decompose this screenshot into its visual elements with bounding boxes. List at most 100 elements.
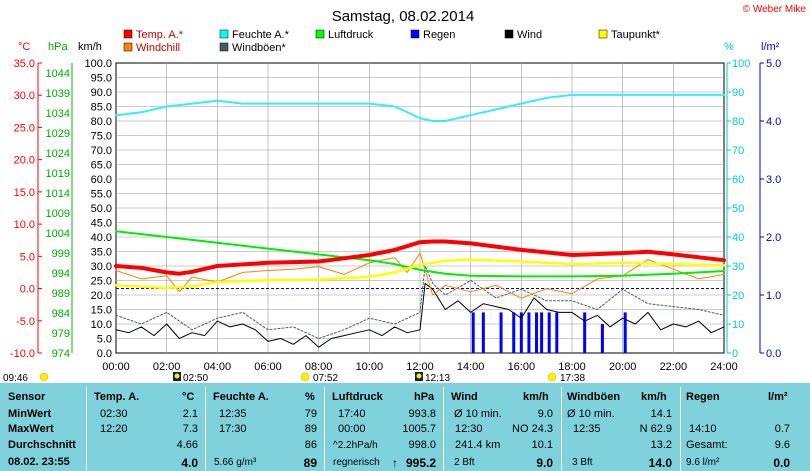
legend-label: Windböen* — [232, 42, 287, 54]
temp-tick-label: 25.0 — [14, 122, 35, 134]
rain-bar — [471, 312, 475, 353]
moon-time-label: 02:50 — [183, 373, 208, 383]
time-tick-label: 22:00 — [660, 361, 688, 373]
time-tick-label: 16:00 — [508, 361, 536, 373]
temp-current-value: 4.0 — [181, 456, 198, 470]
rain-tick-label: 2.0 — [766, 232, 781, 244]
press-header: Luftdruck — [332, 391, 383, 403]
sun-icon — [39, 372, 49, 382]
hpa-tick-label: 989 — [52, 288, 70, 300]
kmh-tick-label: 5.0 — [97, 334, 112, 346]
temp-tick-label: -5.0 — [16, 316, 35, 328]
row-label-max: MaxWert — [8, 423, 54, 435]
hum-min-time: 12:35 — [219, 408, 247, 420]
kmh-tick-label: 55.0 — [91, 189, 112, 201]
kmh-tick-label: 95.0 — [91, 73, 112, 85]
kmh-tick-label: 80.0 — [91, 116, 112, 128]
rain-tick-label: 0.0 — [766, 348, 781, 360]
stats-separator — [680, 387, 681, 471]
axis-units: °C hPa km/h % l/m² — [18, 41, 780, 53]
kmh-tick-label: 30.0 — [91, 261, 112, 273]
hum-avg-value: 86 — [304, 439, 317, 451]
wind-header: Wind — [451, 391, 478, 403]
stats-separator — [561, 387, 562, 471]
wind-avg10-value: 9.0 — [537, 408, 553, 420]
rain-bar — [623, 312, 627, 353]
temp-avg-value: 4.66 — [176, 439, 198, 451]
gust-avg-value: 13.2 — [650, 439, 672, 451]
wind-bft: 2 Bft — [454, 457, 475, 468]
series — [114, 93, 726, 353]
legend-swatch — [504, 29, 514, 39]
rain-bar — [547, 312, 551, 353]
temp-max-value: 7.3 — [182, 423, 198, 435]
sun-icon — [547, 372, 557, 382]
legend-swatch — [123, 42, 133, 52]
temp-unit: °C — [182, 391, 195, 403]
legend-swatch — [123, 29, 133, 39]
time-tick-label: 00:00 — [102, 361, 130, 373]
pct-tick-label: 60 — [732, 174, 744, 186]
rain-bar — [499, 312, 503, 353]
kmh-tick-label: 70.0 — [91, 145, 112, 157]
temp-tick-label: 0.0 — [20, 284, 35, 296]
series-line — [114, 239, 726, 276]
press-min-time: 17:40 — [338, 408, 366, 420]
hum-current-value: 89 — [303, 456, 317, 470]
series-line — [115, 93, 725, 122]
row-label-min: MinWert — [8, 408, 52, 420]
rain-total-value: 9.6 — [774, 439, 790, 451]
rain-bar — [519, 312, 523, 353]
rain-tick-label: 5.0 — [766, 58, 781, 70]
temp-tick-label: 20.0 — [14, 155, 35, 167]
hum-unit: % — [305, 391, 315, 403]
legend-label: Temp. A.* — [136, 29, 184, 41]
legend-swatch — [219, 29, 229, 39]
kmh-tick-label: 0.0 — [97, 348, 112, 360]
rain-total-label: Gesamt: — [686, 439, 728, 451]
kmh-tick-label: 100.0 — [84, 58, 112, 70]
temp-header: Temp. A. — [94, 391, 140, 403]
press-current-value: 995.2 — [405, 456, 436, 470]
press-forecast: regnerisch — [333, 457, 380, 468]
press-trend: ^2.2hPa/h — [333, 440, 378, 451]
pct-tick-label: 80 — [732, 116, 744, 128]
legend-label: Windchill — [136, 42, 180, 54]
pct-tick-label: 10 — [732, 319, 744, 331]
press-unit: hPa — [414, 391, 435, 403]
pct-tick-label: 0 — [732, 348, 738, 360]
kmh-tick-label: 75.0 — [91, 131, 112, 143]
hum-max-time: 17:30 — [219, 423, 247, 435]
rain-unit: l/m² — [768, 391, 788, 403]
rain-bar — [583, 312, 587, 353]
temp-min-value: 2.1 — [182, 408, 198, 420]
rain-max-value: 0.7 — [774, 423, 790, 435]
press-avg-value: 998.0 — [408, 439, 436, 451]
hpa-tick-label: 1004 — [46, 228, 70, 240]
sun-icon — [300, 372, 310, 382]
legend-swatch — [315, 29, 325, 39]
time-tick-label: 20:00 — [609, 361, 637, 373]
axes: 100.095.090.085.080.075.070.065.060.055.… — [10, 58, 781, 373]
legend-swatch — [219, 42, 229, 52]
hpa-tick-label: 979 — [52, 328, 70, 340]
unit-kmh-label: km/h — [78, 41, 102, 53]
time-tick-label: 14:00 — [457, 361, 485, 373]
pct-tick-label: 20 — [732, 290, 744, 302]
rain-max-time: 14:10 — [689, 423, 717, 435]
kmh-tick-label: 60.0 — [91, 174, 112, 186]
rain-current-value: 0.0 — [773, 456, 790, 470]
kmh-tick-label: 40.0 — [91, 232, 112, 244]
series-line — [114, 258, 726, 290]
kmh-tick-label: 90.0 — [91, 87, 112, 99]
wind-unit: km/h — [523, 391, 549, 403]
event-markers: 09:46 02:50 07:52 12:13 17:38 — [3, 372, 585, 383]
pct-tick-label: 70 — [732, 145, 744, 157]
rain-bar — [535, 312, 539, 353]
time-tick-label: 04:00 — [204, 361, 232, 373]
time-tick-label: 18:00 — [558, 361, 586, 373]
rain-bar — [481, 312, 485, 353]
rain-bar — [540, 312, 544, 353]
legend-label: Wind — [517, 29, 542, 41]
legend-swatch — [598, 29, 608, 39]
